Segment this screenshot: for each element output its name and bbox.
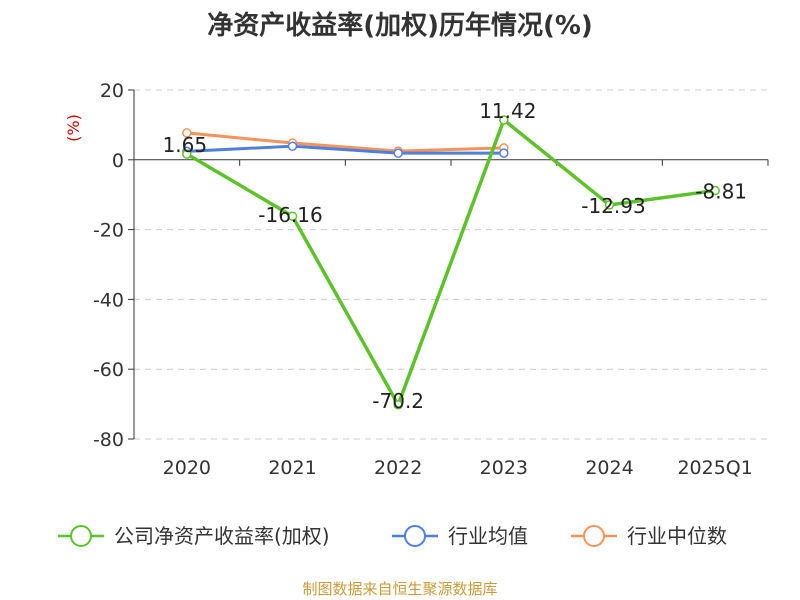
x-tick-label: 2024: [585, 457, 633, 479]
series-point-1: [499, 148, 509, 158]
legend-marker: [70, 525, 92, 547]
series-line-1: [186, 144, 504, 155]
axes: 20 0 -20 -40 -60 -80 2020 2021 2022 2023 2024 2025Q…: [93, 80, 769, 479]
series-point-2: [182, 128, 192, 138]
series-line-2: [186, 131, 504, 153]
series-group: [182, 115, 720, 410]
series-point-0: [182, 149, 192, 159]
y-tick-label: 0: [112, 150, 124, 172]
data-label: -12.93: [581, 194, 645, 218]
x-tick-label: 2021: [268, 457, 316, 479]
data-label: 11.42: [479, 99, 536, 123]
x-tick-label: 2022: [374, 457, 422, 479]
y-tick-label: -60: [93, 359, 124, 381]
y-axis-label: (%): [64, 114, 83, 142]
series-point-1: [393, 148, 403, 158]
data-label: -16.16: [258, 203, 322, 227]
x-tick-label: 2020: [163, 457, 211, 479]
source-note: 制图数据来自恒生聚源数据库: [302, 580, 497, 598]
series-point-0: [604, 200, 615, 210]
legend: 公司净资产收益率(加权) 行业均值 行业中位数: [58, 524, 727, 548]
data-label: -8.81: [695, 180, 747, 204]
x-tick-label: 2023: [480, 457, 528, 479]
y-tick-label: -20: [93, 220, 124, 242]
chart-title: 净资产收益率(加权)历年情况(%): [207, 10, 593, 41]
legend-label: 行业均值: [448, 524, 528, 548]
data-label: 1.65: [163, 133, 208, 157]
y-tick-label: 20: [100, 80, 124, 102]
series-point-0: [393, 400, 403, 410]
series-point-1: [287, 141, 298, 151]
legend-label: 行业中位数: [627, 524, 727, 548]
legend-label: 公司净资产收益率(加权): [114, 524, 330, 548]
grid: [134, 89, 768, 440]
series-line-0: [185, 118, 716, 407]
data-labels: 1.65 -16.16 -70.2 11.42 -12.93 -8.81: [163, 99, 747, 413]
y-tick-label: -80: [93, 429, 124, 451]
series-point-0: [710, 185, 720, 196]
series-point-0: [287, 211, 298, 221]
legend-marker: [583, 525, 605, 547]
x-tick-label: 2025Q1: [677, 457, 752, 479]
legend-marker: [404, 525, 426, 547]
y-tick-label: -40: [93, 289, 124, 311]
series-point-0: [499, 115, 509, 125]
data-label: -70.2: [372, 389, 424, 413]
